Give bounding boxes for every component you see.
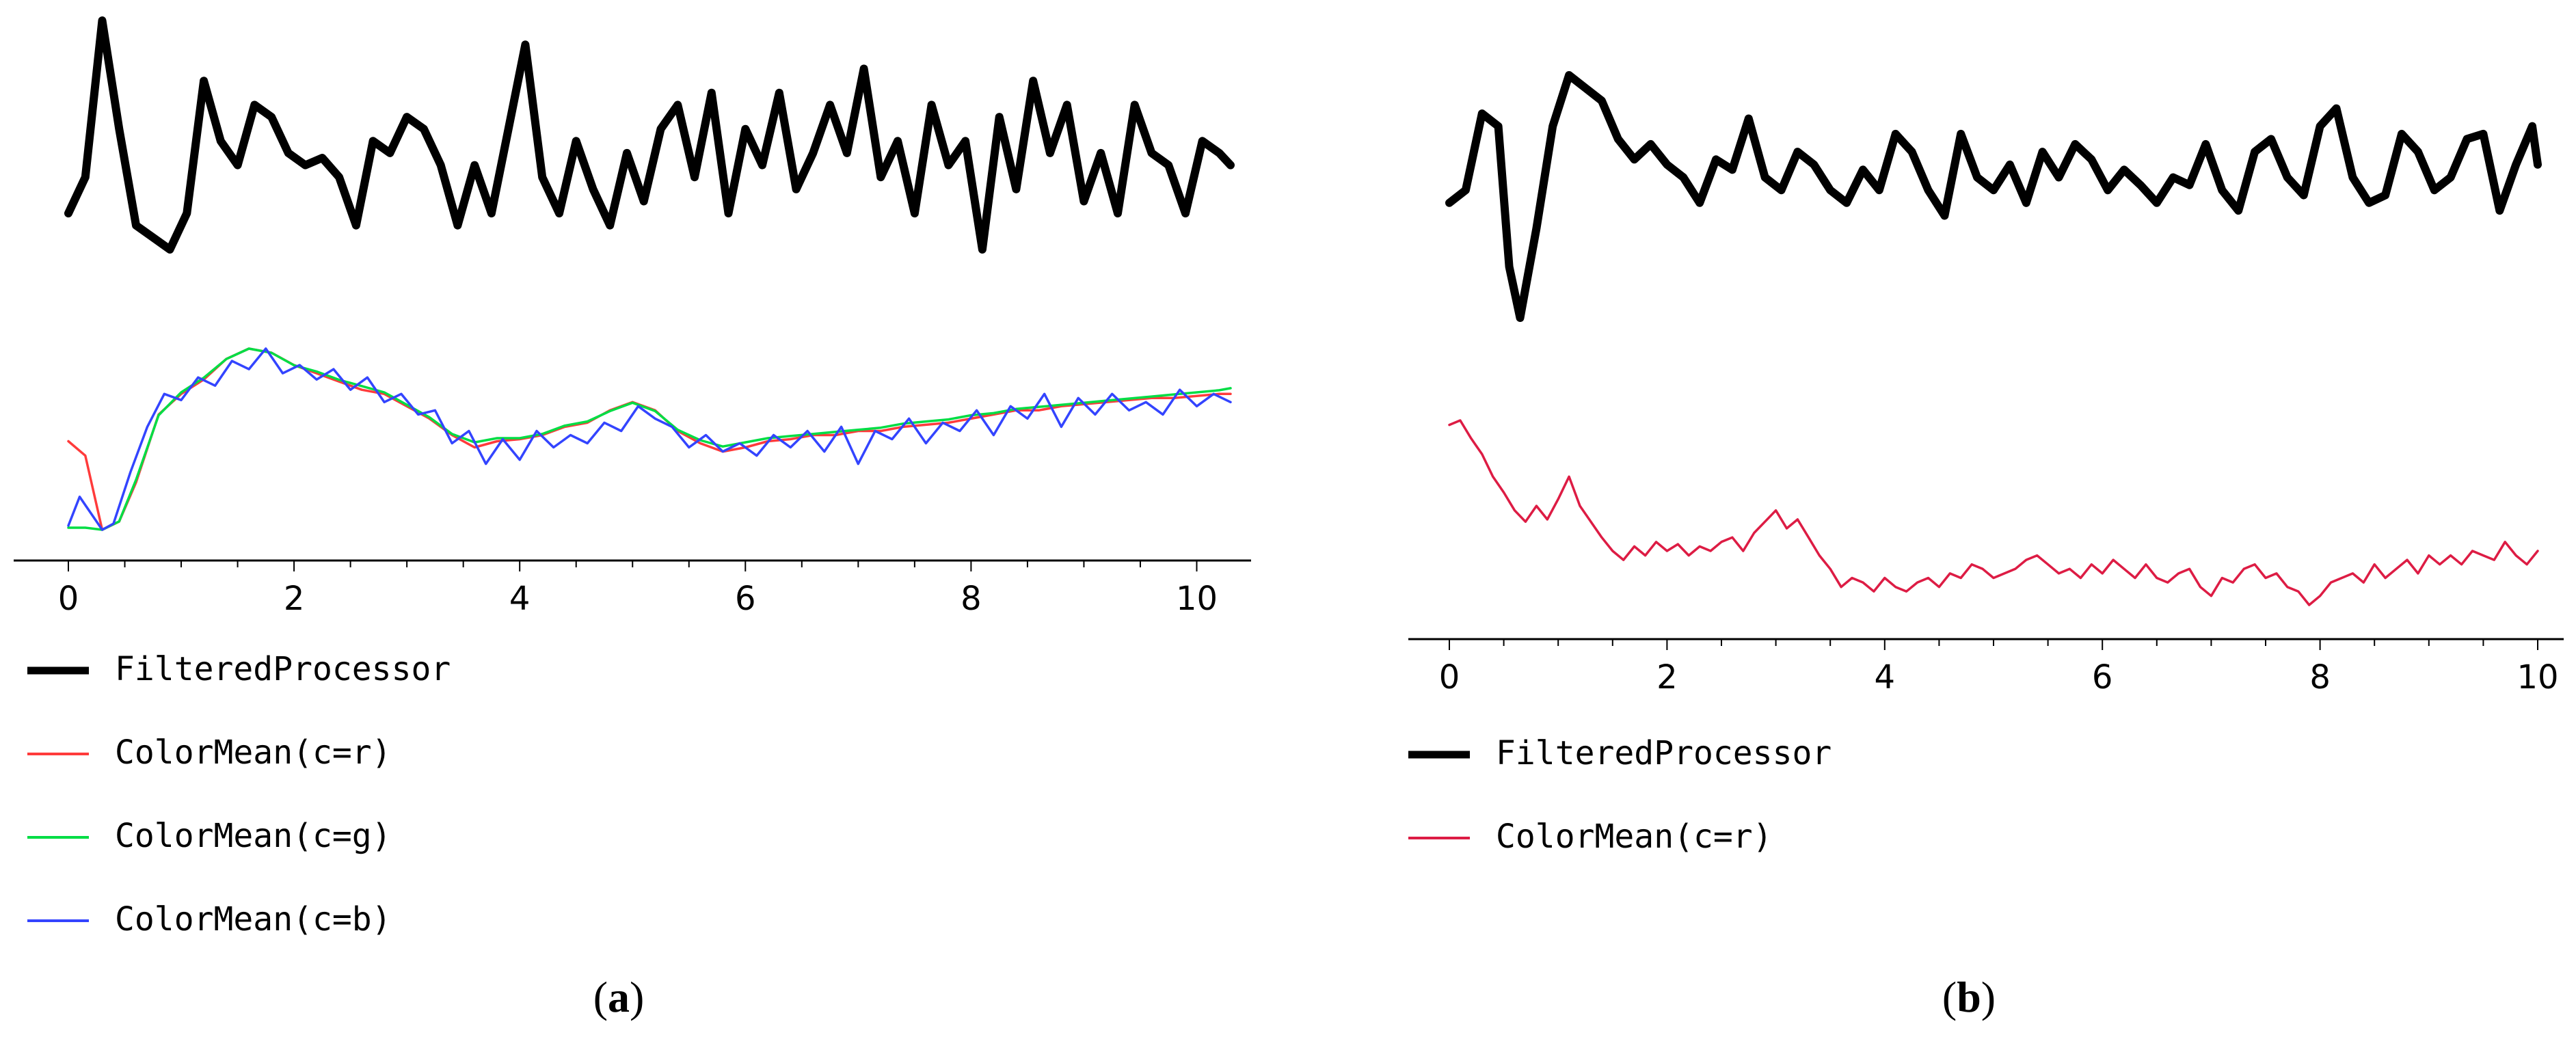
panel-b: 0 2 4 6 8 10 FilteredProcessor ColorMean(c=r) (b… bbox=[1408, 71, 2564, 1021]
x-tick-label: 10 bbox=[2517, 658, 2558, 697]
series-line-colormean-c-r--1 bbox=[67, 347, 1232, 531]
legend-entry: ColorMean(c=g) bbox=[27, 817, 392, 855]
legend-entry: ColorMean(c=b) bbox=[27, 900, 392, 939]
x-tick-label: 8 bbox=[2309, 658, 2331, 697]
series-line-colormean-c-b--3 bbox=[67, 347, 1232, 531]
caption-letter: b bbox=[1957, 973, 1981, 1021]
caption-letter: a bbox=[608, 973, 630, 1021]
series-line-filteredprocessor-0 bbox=[64, 16, 1235, 254]
legend-entry: ColorMean(c=r) bbox=[27, 733, 392, 772]
x-tick-label: 6 bbox=[2092, 658, 2113, 697]
legend-label: FilteredProcessor bbox=[1496, 734, 1832, 772]
legend-entry: ColorMean(c=r) bbox=[1408, 818, 1773, 856]
x-tick-label: 2 bbox=[284, 580, 305, 618]
series-line-filteredprocessor-0 bbox=[1445, 71, 2542, 322]
legend-label: ColorMean(c=r) bbox=[115, 733, 392, 772]
x-tick-label: 0 bbox=[58, 580, 79, 618]
caption-open: ( bbox=[593, 973, 608, 1021]
x-tick-label: 2 bbox=[1656, 658, 1678, 697]
x-tick-label: 4 bbox=[509, 580, 531, 618]
legend-label: ColorMean(c=b) bbox=[115, 900, 392, 939]
x-tick-label: 6 bbox=[735, 580, 756, 618]
legend-label: ColorMean(c=r) bbox=[1496, 818, 1773, 856]
series-line-colormean-c-r--1 bbox=[1448, 419, 2539, 606]
caption-close: ) bbox=[1981, 973, 1996, 1021]
legend-entry: FilteredProcessor bbox=[27, 650, 451, 688]
legend-label: FilteredProcessor bbox=[115, 650, 451, 688]
x-tick-label: 0 bbox=[1439, 658, 1460, 697]
panel-a: 0 2 4 6 8 10 FilteredProcessor ColorMean(c=r) Co… bbox=[14, 16, 1251, 1021]
legend-label: ColorMean(c=g) bbox=[115, 817, 392, 855]
caption-open: ( bbox=[1942, 973, 1957, 1021]
x-tick-label: 10 bbox=[1176, 580, 1218, 618]
series-line-colormean-c-g--2 bbox=[67, 347, 1232, 531]
caption-close: ) bbox=[630, 973, 644, 1021]
panel-caption: (b) bbox=[1942, 973, 1996, 1021]
x-tick-label: 8 bbox=[961, 580, 982, 618]
legend-entry: FilteredProcessor bbox=[1408, 734, 1832, 772]
panel-caption: (a) bbox=[593, 973, 645, 1021]
x-tick-label: 4 bbox=[1875, 658, 1896, 697]
